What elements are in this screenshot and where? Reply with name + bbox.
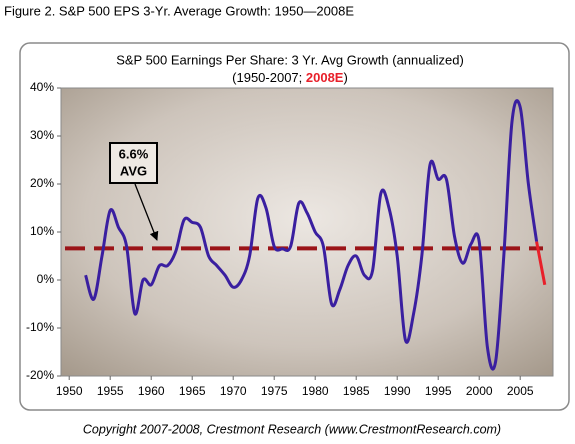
subtitle-part: ) xyxy=(343,70,347,85)
annotation-box xyxy=(109,142,158,184)
x-tick-label: 1970 xyxy=(220,384,247,398)
x-tick-label: 1995 xyxy=(425,384,452,398)
series-line xyxy=(535,241,547,286)
y-tick-label: 20% xyxy=(30,176,54,190)
chart-subtitle: (1950-2007; 2008E) xyxy=(232,70,348,85)
series-line xyxy=(84,99,539,371)
y-tick-label: -10% xyxy=(26,320,54,334)
chart-title: S&P 500 Earnings Per Share: 3 Yr. Avg Gr… xyxy=(116,52,464,67)
y-tick-label: 0% xyxy=(37,272,55,286)
x-tick-label: 1965 xyxy=(179,384,206,398)
x-tick-label: 1990 xyxy=(384,384,411,398)
footer: Copyright 2007-2008, Crestmont Research … xyxy=(83,422,501,436)
annotation-arrow xyxy=(134,183,159,241)
x-tick-label: 1955 xyxy=(97,384,124,398)
x-tick-label: 1960 xyxy=(138,384,165,398)
annotation-text: AVG xyxy=(120,163,147,178)
y-tick-label: -20% xyxy=(26,368,54,382)
x-tick-label: 1980 xyxy=(302,384,329,398)
y-tick-label: 40% xyxy=(30,80,54,94)
subtitle-part: (1950-2007; xyxy=(232,70,306,85)
x-tick-label: 1950 xyxy=(56,384,83,398)
x-tick-label: 1985 xyxy=(343,384,370,398)
x-tick-label: 2000 xyxy=(466,384,493,398)
x-tick-label: 2005 xyxy=(507,384,534,398)
subtitle-part: 2008E xyxy=(306,70,344,85)
x-tick-label: 1975 xyxy=(261,384,288,398)
y-tick-label: 10% xyxy=(30,224,54,238)
figure-title: Figure 2. S&P 500 EPS 3-Yr. Average Grow… xyxy=(4,3,354,18)
y-tick-label: 30% xyxy=(30,128,54,142)
annotation-text: 6.6% xyxy=(119,146,149,161)
plot-area xyxy=(60,87,554,377)
